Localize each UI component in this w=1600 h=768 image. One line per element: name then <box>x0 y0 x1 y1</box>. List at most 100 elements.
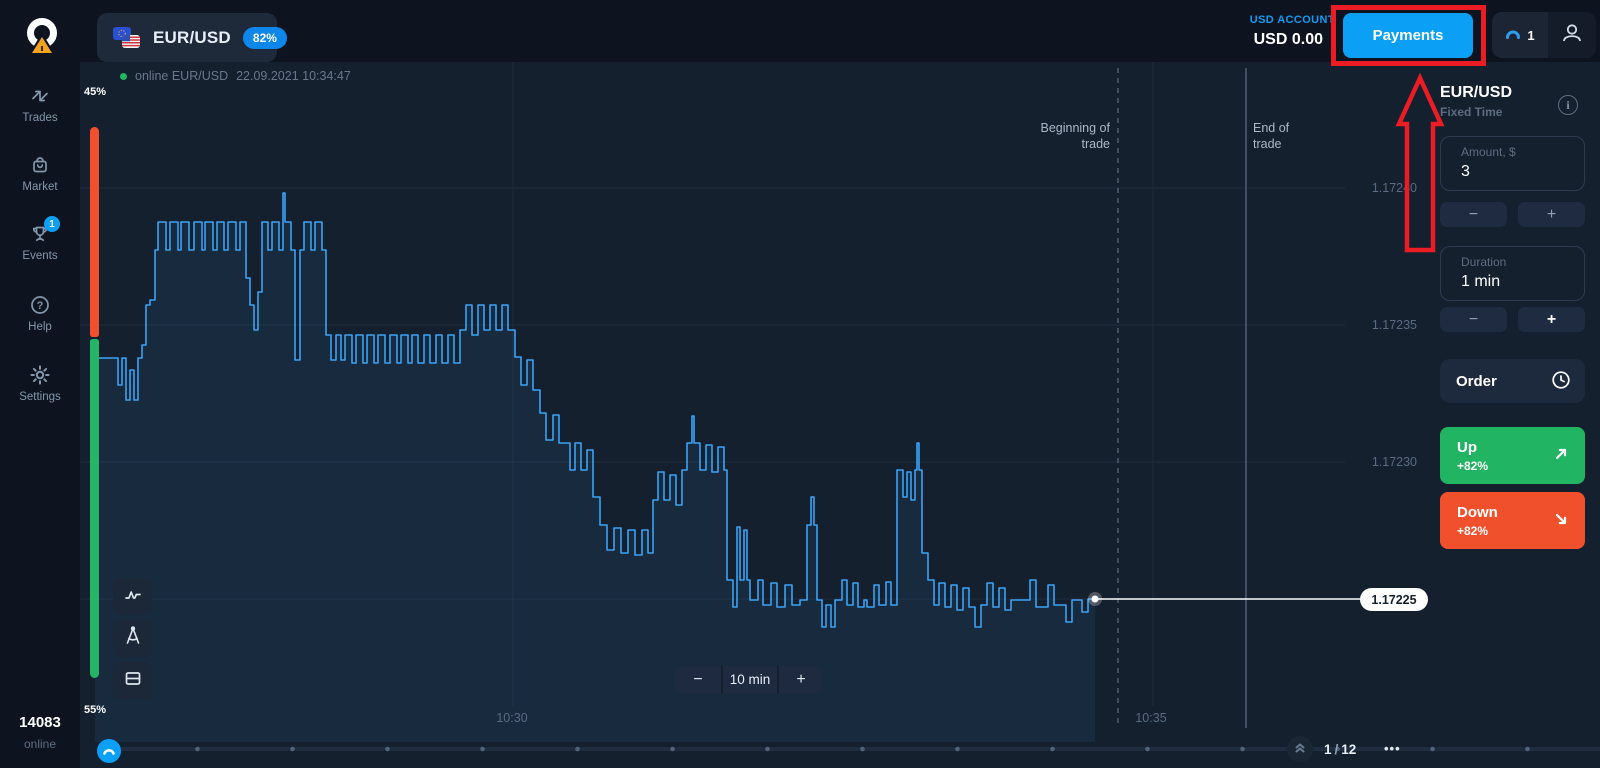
asset-name: EUR/USD <box>153 27 231 47</box>
trades-strip-button[interactable] <box>97 739 121 763</box>
layout-split-button[interactable] <box>113 662 152 699</box>
up-payout: +82% <box>1457 458 1489 473</box>
sidebar-item-trades[interactable]: Trades <box>0 84 80 124</box>
y-axis-label: 1.17235 <box>1371 318 1417 332</box>
status-text: online EUR/USD <box>135 69 229 83</box>
us-flag-icon <box>122 34 140 48</box>
sidebar-item-events[interactable]: 1 Events <box>0 216 80 262</box>
trades-arc-icon <box>1505 26 1521 44</box>
more-options-button[interactable]: ••• <box>1384 741 1401 756</box>
sidebar-label-events: Events <box>22 250 58 262</box>
compass-icon <box>122 625 144 652</box>
sidebar-item-help[interactable]: ? Help <box>0 293 80 333</box>
panel-mode-subtitle: Fixed Time <box>1440 105 1503 119</box>
instrument-status: online EUR/USD 22.09.2021 10:34:47 <box>120 69 351 83</box>
beginning-of-trade-label: Beginning of trade <box>1040 121 1110 151</box>
clock-icon <box>1551 370 1571 393</box>
sidebar: Trades Market 1 Events ? Help Setting <box>0 0 80 768</box>
help-icon: ? <box>28 293 52 317</box>
payments-button[interactable]: Payments <box>1343 13 1473 58</box>
trades-icon <box>28 84 52 108</box>
up-label: Up <box>1457 438 1477 456</box>
drawing-tools-button[interactable] <box>113 620 152 657</box>
page-total: 12 <box>1341 742 1357 757</box>
online-users-label: online <box>23 737 57 751</box>
layout-split-icon <box>122 667 144 694</box>
online-users-counter: 14083 online <box>0 714 80 751</box>
duration-field[interactable]: Duration 1 min <box>1440 246 1585 301</box>
duration-label: Duration <box>1461 255 1507 269</box>
sidebar-label-market: Market <box>22 181 58 193</box>
up-trade-button[interactable]: Up +82% <box>1440 427 1585 484</box>
amount-increase-button[interactable]: + <box>1518 202 1585 227</box>
svg-text:?: ? <box>37 300 44 312</box>
duration-increase-button[interactable]: + <box>1518 307 1585 332</box>
sentiment-bar-sell <box>90 127 99 337</box>
status-timestamp: 22.09.2021 10:34:47 <box>236 69 351 83</box>
account-type-label: USD ACCOUNT <box>1249 14 1335 26</box>
interval-zoom-in-button[interactable]: + <box>777 665 823 694</box>
interval-control: − 10 min + <box>675 665 823 694</box>
market-bag-icon <box>28 153 52 177</box>
account-dropdown[interactable]: USD 0.00 <box>1170 31 1355 49</box>
account-balance: USD 0.00 <box>1253 31 1323 48</box>
header-bar: EUR/USD 82% USD ACCOUNT USD 0.00 Payment… <box>0 0 1600 62</box>
sentiment-bar-buy <box>90 339 99 678</box>
x-axis-label: 10:35 <box>1135 711 1167 725</box>
info-icon[interactable]: i <box>1558 95 1578 115</box>
end-of-trade-label: End of trade <box>1253 121 1290 151</box>
profile-button[interactable] <box>1548 12 1596 58</box>
person-icon <box>1559 20 1585 51</box>
olymp-trade-logo[interactable] <box>26 18 58 53</box>
down-trade-button[interactable]: Down +82% <box>1440 492 1585 549</box>
online-status-dot <box>120 72 127 80</box>
arc-icon <box>102 742 116 760</box>
x-axis-label: 10:30 <box>496 711 528 725</box>
chart-type-button[interactable] <box>113 578 152 615</box>
sidebar-item-settings[interactable]: Settings <box>0 363 80 403</box>
page-current: 1 <box>1324 742 1332 757</box>
double-chevron-up-icon <box>1292 739 1308 760</box>
amount-label: Amount, $ <box>1461 145 1516 159</box>
online-users-count: 14083 <box>19 714 61 731</box>
current-price-tag: 1.17225 <box>1360 588 1428 611</box>
warning-triangle-icon <box>32 37 52 53</box>
collapse-strip-button[interactable] <box>1287 736 1313 762</box>
order-label: Order <box>1456 372 1497 390</box>
amount-field[interactable]: Amount, $ 3 <box>1440 136 1585 191</box>
down-payout: +82% <box>1457 523 1489 538</box>
sentiment-up-percent: 45% <box>84 86 107 98</box>
timeline-dots <box>120 743 1600 755</box>
y-axis-label: 1.17230 <box>1371 455 1417 469</box>
y-axis-label: 1.17240 <box>1371 181 1417 195</box>
notification-count: 1 <box>1527 27 1535 43</box>
interval-zoom-out-button[interactable]: − <box>675 665 723 694</box>
asset-selector[interactable]: EUR/USD 82% <box>97 13 287 62</box>
order-button[interactable]: Order <box>1440 359 1585 403</box>
account-info: USD ACCOUNT USD 0.00 <box>1170 14 1355 49</box>
events-trophy-icon: 1 <box>28 216 60 246</box>
sidebar-label-settings: Settings <box>19 391 61 403</box>
duration-value: 1 min <box>1461 273 1501 290</box>
line-chart-icon <box>122 583 144 610</box>
sentiment-down-percent: 55% <box>84 704 107 716</box>
sidebar-item-market[interactable]: Market <box>0 153 80 193</box>
duration-decrease-button[interactable]: − <box>1440 307 1507 332</box>
events-badge: 1 <box>44 216 60 232</box>
currency-pair-flags-icon <box>113 26 141 49</box>
amount-decrease-button[interactable]: − <box>1440 202 1507 227</box>
down-label: Down <box>1457 503 1498 521</box>
panel-asset-title: EUR/USD <box>1440 84 1513 101</box>
amount-value: 3 <box>1461 163 1470 180</box>
arrow-up-right-icon <box>1552 445 1570 466</box>
sidebar-label-help: Help <box>28 321 52 333</box>
payout-badge: 82% <box>242 26 287 49</box>
sidebar-label-trades: Trades <box>22 112 58 124</box>
settings-gear-icon <box>28 363 52 387</box>
trades-notification-button[interactable]: 1 <box>1492 12 1548 58</box>
header-icons-group: 1 <box>1492 12 1596 58</box>
trades-pagination: 1/12 <box>1324 742 1357 757</box>
